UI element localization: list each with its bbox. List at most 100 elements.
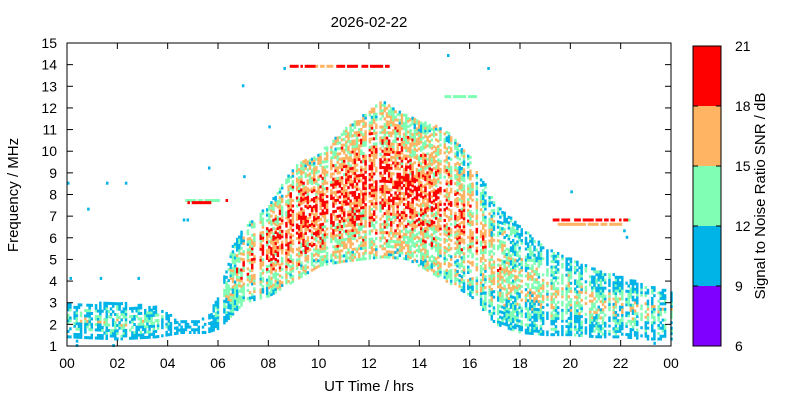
snr-cell (454, 225, 457, 229)
snr-cell (469, 283, 472, 287)
snr-cell (520, 328, 524, 332)
snr-cell (319, 247, 322, 251)
snr-cell (434, 203, 438, 207)
snr-cell (462, 173, 466, 177)
snr-cell (362, 192, 365, 196)
snr-cell (332, 180, 335, 184)
snr-cell (338, 136, 342, 140)
snr-cell (364, 189, 367, 193)
snr-cell (90, 325, 94, 329)
snr-cell (289, 213, 292, 217)
snr-cell (507, 315, 511, 319)
snr-cell (270, 220, 273, 224)
snr-cell (306, 192, 310, 196)
snr-cell (417, 220, 421, 224)
snr-cell (469, 182, 472, 186)
snr-cell (289, 224, 292, 228)
snr-cell (419, 240, 423, 244)
snr-cell (268, 218, 271, 222)
snr-cell (524, 274, 528, 278)
snr-cell (360, 217, 363, 221)
snr-cell (516, 324, 519, 328)
snr-cell (424, 156, 427, 160)
snr-cell (270, 282, 273, 286)
snr-cell (434, 170, 438, 174)
snr-cell (449, 141, 453, 145)
snr-cell (368, 124, 372, 128)
snr-cell (496, 320, 500, 324)
snr-cell (357, 195, 361, 199)
snr-cell (276, 278, 280, 282)
snr-cell (535, 256, 538, 260)
snr-cell (340, 178, 344, 182)
snr-cell (529, 277, 532, 281)
snr-cell (567, 276, 571, 280)
snr-cell (310, 211, 314, 215)
snr-cell (413, 139, 417, 143)
snr-cell (355, 195, 359, 199)
snr-cell (402, 127, 406, 131)
snr-cell (467, 154, 470, 158)
snr-cell (278, 231, 282, 235)
snr-cell (514, 228, 517, 232)
snr-cell (289, 265, 292, 269)
snr-cell (509, 216, 513, 220)
snr-cell (75, 316, 79, 320)
snr-cell (492, 260, 496, 264)
snr-cell (458, 246, 461, 250)
snr-cell (223, 307, 226, 311)
snr-cell (313, 253, 316, 257)
snr-cell (235, 291, 239, 295)
snr-cell (390, 245, 393, 249)
snr-cell (404, 205, 408, 209)
snr-cell (375, 145, 378, 149)
snr-cell (302, 187, 305, 191)
snr-cell (392, 196, 395, 200)
snr-cell (593, 283, 596, 287)
snr-cell (460, 196, 464, 200)
snr-cell (225, 294, 228, 298)
snr-cell (274, 230, 277, 234)
snr-cell (77, 324, 81, 328)
snr-cell (360, 200, 363, 204)
snr-cell (392, 250, 395, 254)
snr-cell (550, 260, 553, 264)
snr-cell (88, 328, 91, 332)
snr-cell (315, 266, 318, 270)
snr-cell (456, 183, 459, 187)
snr-cell (372, 164, 376, 168)
snr-cell (231, 296, 235, 300)
snr-cell (409, 145, 412, 149)
snr-cell (565, 306, 568, 310)
snr-cell (347, 234, 350, 238)
snr-cell (360, 227, 363, 231)
snr-cell (422, 174, 425, 178)
snr-cell (392, 234, 395, 238)
snr-cell (210, 323, 213, 327)
snr-cell (503, 268, 506, 272)
snr-cell (285, 200, 288, 204)
snr-cell (419, 135, 423, 139)
snr-cell (334, 261, 337, 265)
snr-cell (372, 110, 376, 114)
snr-cell (529, 318, 532, 322)
snr-cell (67, 308, 70, 312)
snr-cell (413, 128, 417, 132)
snr-cell (400, 200, 404, 204)
snr-cell (407, 146, 410, 150)
snr-cell (447, 170, 451, 174)
snr-cell (524, 312, 528, 316)
snr-cell (379, 147, 382, 151)
snr-cell (340, 187, 344, 191)
snr-cell (490, 293, 494, 297)
snr-cell (479, 178, 483, 182)
snr-cell (259, 274, 263, 278)
snr-cell (597, 305, 601, 309)
snr-cell (315, 233, 318, 237)
snr-cell (462, 162, 466, 166)
snr-cell (409, 131, 412, 135)
snr-cell (338, 176, 342, 180)
snr-cell (458, 171, 461, 175)
snr-cell (432, 191, 436, 195)
snr-cell (458, 273, 461, 277)
